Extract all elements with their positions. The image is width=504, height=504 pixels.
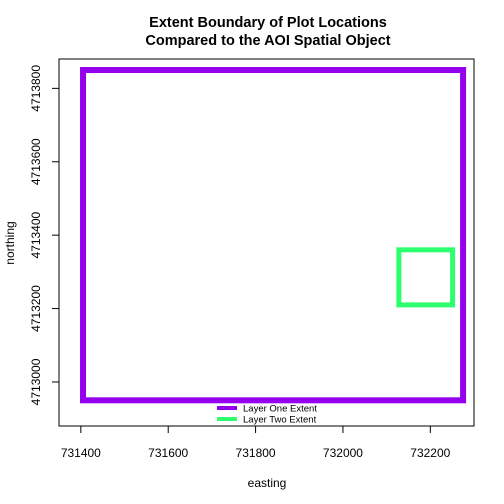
- legend-label-2: Layer Two Extent: [243, 415, 317, 426]
- x-tick-label-4: 732200: [410, 446, 450, 460]
- x-tick-label-2: 731800: [236, 446, 276, 460]
- x-tick-label-3: 732000: [323, 446, 363, 460]
- plot-frame: [58, 58, 475, 427]
- y-tick-label-3: 4713600: [29, 138, 43, 185]
- x-tick-label-1: 731600: [148, 446, 188, 460]
- series-2-extent: [396, 247, 456, 308]
- x-axis-label: easting: [248, 476, 287, 490]
- series-layer: [80, 67, 467, 404]
- chart-title-line1: Extent Boundary of Plot Locations: [149, 15, 387, 31]
- series-1-extent: [80, 67, 467, 404]
- y-tick-label-1: 4713200: [29, 285, 43, 332]
- y-tick-label-2: 4713400: [29, 211, 43, 258]
- x-axis: 731400 731600 731800 732000 732200: [61, 425, 451, 460]
- chart-title-line2: Compared to the AOI Spatial Object: [145, 33, 390, 49]
- x-tick-label-0: 731400: [61, 446, 101, 460]
- y-tick-label-0: 4713000: [29, 358, 43, 405]
- legend-label-1: Layer One Extent: [243, 404, 317, 415]
- y-axis-label: northing: [3, 221, 17, 264]
- y-axis: 4713000 4713200 4713400 4713600 4713800: [29, 65, 60, 405]
- y-tick-label-4: 4713800: [29, 65, 43, 112]
